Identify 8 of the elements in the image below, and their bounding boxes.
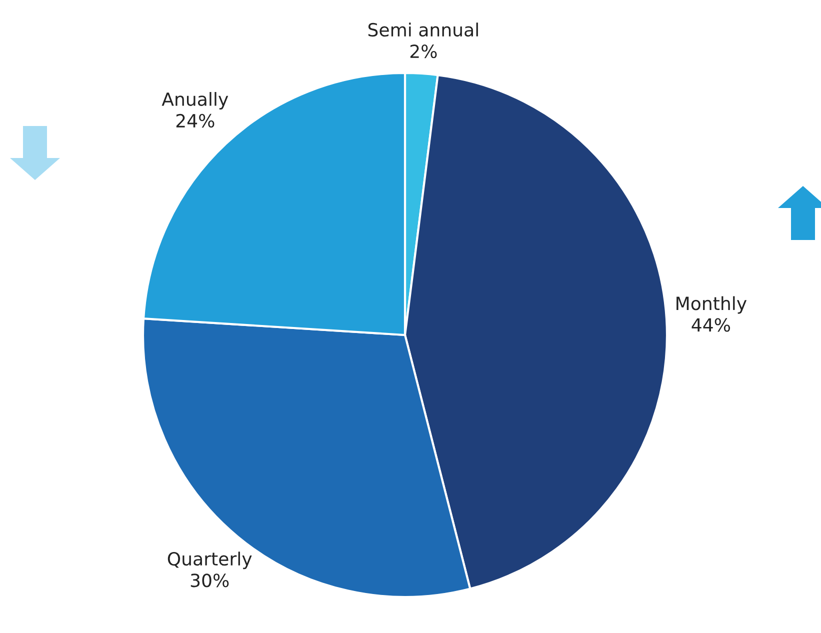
data-label: 30% — [190, 574, 229, 588]
data-label: 44% — [692, 318, 730, 332]
slice-label: Anually — [162, 92, 228, 110]
slice-label: Monthly — [676, 296, 747, 314]
data-label: 2% — [410, 44, 437, 58]
data-label: 24% — [176, 114, 214, 128]
slice-label: Quarterly — [168, 552, 252, 570]
slice-label: Semi annual — [368, 22, 478, 37]
